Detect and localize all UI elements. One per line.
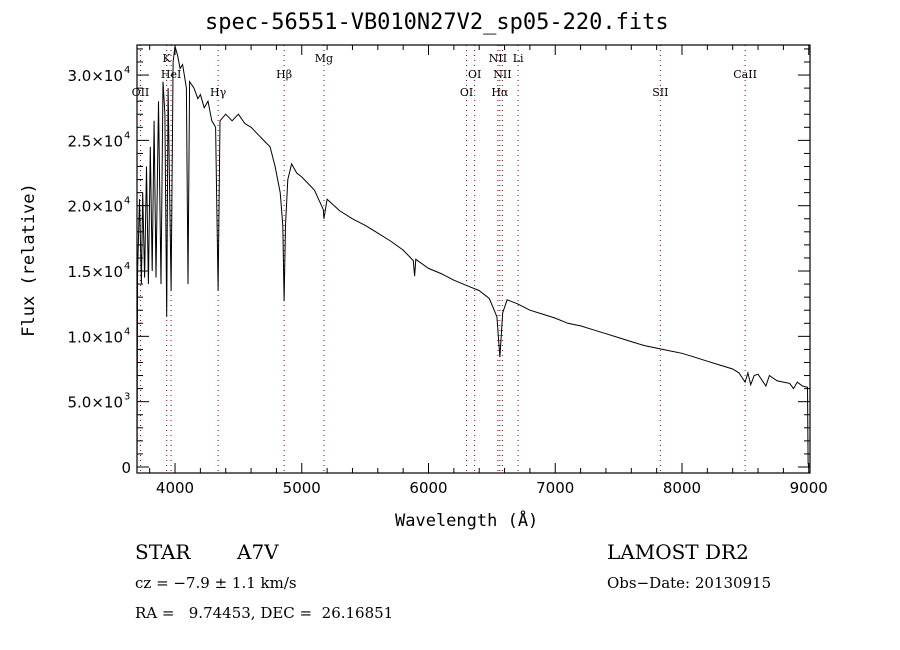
line-label: Hβ [276, 68, 292, 81]
x-tick-label: 6000 [409, 479, 447, 497]
chart-title: spec-56551-VB010N27V2_sp05-220.fits [205, 10, 669, 35]
line-label: OI [468, 68, 481, 81]
y-tick-label: 2.0×10 [67, 198, 123, 216]
survey-name: LAMOST DR2 [607, 540, 749, 564]
x-tick-label: 9000 [790, 479, 828, 497]
y-axis-label: Flux (relative) [18, 183, 39, 337]
x-axis-label: Wavelength (Å) [395, 511, 539, 531]
spectrum-line [136, 46, 810, 468]
line-label: CaII [733, 68, 757, 81]
y-tick-exponent: 4 [124, 196, 130, 207]
y-tick-label: 2.5×10 [67, 132, 123, 150]
line-label: Li [513, 52, 524, 65]
line-label: Hα [491, 86, 509, 99]
x-tick-label: 4000 [156, 479, 194, 497]
line-label: OI [460, 86, 473, 99]
x-tick-label: 8000 [663, 479, 701, 497]
line-label: OII [132, 86, 150, 99]
obs-date: Obs−Date: 20130915 [607, 574, 772, 592]
line-label: SII [652, 86, 668, 99]
x-tick-label: 5000 [283, 479, 321, 497]
line-label: Hγ [210, 86, 227, 99]
y-tick-exponent: 4 [124, 261, 130, 272]
line-label: NII [489, 52, 507, 65]
y-tick-exponent: 4 [124, 130, 130, 141]
line-label: K [163, 52, 172, 65]
y-tick-label: 5.0×10 [67, 394, 123, 412]
y-tick-label: 3.0×10 [67, 67, 123, 85]
y-tick-exponent: 4 [124, 326, 130, 337]
object-type: STAR [135, 540, 191, 564]
y-tick-label: 1.5×10 [67, 263, 123, 281]
x-tick-label: 7000 [536, 479, 574, 497]
line-label: HeI [161, 68, 181, 81]
coordinates: RA = 9.74453, DEC = 26.16851 [135, 604, 394, 622]
y-tick-exponent: 3 [124, 392, 130, 403]
y-tick-label: 1.0×10 [67, 328, 123, 346]
line-label: Mg [315, 52, 333, 65]
plot-frame [136, 44, 811, 474]
redshift-cz: cz = −7.9 ± 1.1 km/s [135, 574, 297, 592]
line-label: NII [493, 68, 511, 81]
y-tick-label: 0 [121, 459, 131, 477]
subclass: A7V [237, 540, 279, 564]
y-tick-exponent: 4 [124, 65, 130, 76]
